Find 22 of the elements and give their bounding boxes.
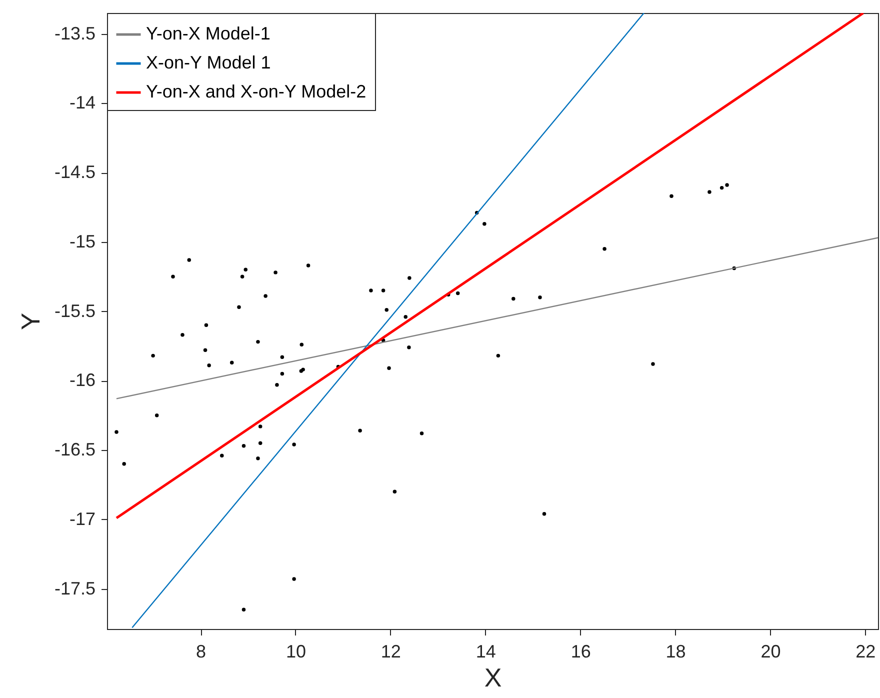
y-tick-label: -17 xyxy=(69,508,96,529)
legend-label: X-on-Y Model 1 xyxy=(146,52,271,72)
y-tick-label: -16.5 xyxy=(54,440,96,460)
y-tick-label: -15 xyxy=(69,231,96,252)
y-tick-label: -14 xyxy=(69,92,96,113)
x-tick-label: 20 xyxy=(760,642,781,662)
x-axis-title: X xyxy=(484,662,502,692)
legend-label: Y-on-X and X-on-Y Model-2 xyxy=(146,82,366,102)
y-tick-label: -16 xyxy=(69,370,96,390)
y-tick-label: -13.5 xyxy=(54,23,96,44)
legend-label: Y-on-X Model-1 xyxy=(146,24,270,44)
y-tick-label: -15.5 xyxy=(54,300,96,321)
x-tick-label: 10 xyxy=(286,642,306,662)
y-axis-title: Y xyxy=(15,312,46,330)
x-tick-label: 12 xyxy=(380,642,401,662)
x-tick-label: 22 xyxy=(856,642,876,662)
y-tick-label: -14.5 xyxy=(54,162,96,182)
x-tick-label: 8 xyxy=(196,642,206,662)
x-tick-label: 18 xyxy=(666,642,686,662)
x-tick-label: 16 xyxy=(570,642,591,662)
y-tick-label: -17.5 xyxy=(54,578,96,598)
x-tick-label: 14 xyxy=(476,642,496,662)
